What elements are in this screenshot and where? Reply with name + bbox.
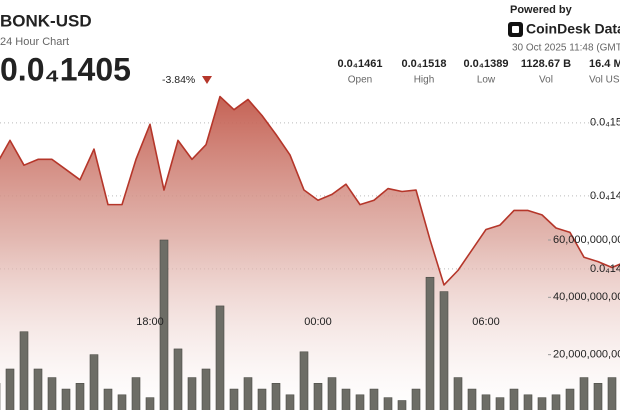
- stat-value: 16.4 M: [589, 58, 620, 70]
- volume-bar: [509, 388, 519, 410]
- timestamp: 30 Oct 2025 11:48 (GMT: [512, 43, 620, 54]
- y-tick-label: 0.0₄145: [590, 190, 620, 202]
- y2-tick-label: 60,000,000,000: [553, 234, 620, 246]
- volume-bar: [355, 394, 365, 410]
- volume-bar: [383, 397, 393, 410]
- volume-bar: [327, 377, 337, 410]
- volume-bar: [495, 397, 505, 410]
- stat-label: Vol: [539, 75, 553, 86]
- volume-bar: [439, 291, 449, 410]
- stat-value: 0.0₄1389: [463, 58, 508, 70]
- volume-bar: [271, 383, 281, 410]
- volume-bar: [145, 397, 155, 410]
- down-arrow: [202, 76, 212, 84]
- volume-bar: [607, 377, 617, 410]
- price-area: [0, 96, 620, 410]
- volume-bar: [285, 394, 295, 410]
- volume-bar: [89, 354, 99, 410]
- volume-bar: [397, 400, 407, 410]
- volume-bar: [523, 394, 533, 410]
- x-tick-label: 06:00: [472, 316, 500, 328]
- chart-title: BONK-USD: [0, 11, 92, 30]
- volume-bar: [117, 394, 127, 410]
- stat-value: 0.0₄1518: [401, 58, 446, 70]
- stat-label: Open: [348, 75, 372, 86]
- volume-bar: [467, 388, 477, 410]
- brand-name: CoinDesk Data: [526, 21, 620, 37]
- stat-value: 1128.67 B: [521, 58, 571, 70]
- volume-bar: [579, 377, 589, 410]
- volume-bar: [215, 305, 225, 410]
- volume-bar: [257, 388, 267, 410]
- current-price: 0.0₄1405: [0, 51, 131, 87]
- volume-bar: [481, 394, 491, 410]
- volume-bar: [341, 388, 351, 410]
- volume-bar: [131, 377, 141, 410]
- volume-bar: [33, 368, 43, 410]
- price-line: [0, 95, 620, 286]
- y2-tick-label: 20,000,000,000: [553, 349, 620, 361]
- volume-bar: [159, 239, 169, 410]
- stat-label: Low: [477, 75, 496, 86]
- volume-bar: [173, 348, 183, 410]
- bar-layer: [0, 239, 617, 410]
- volume-bar: [425, 276, 435, 410]
- y2-tick-label: 40,000,000,000: [553, 291, 620, 303]
- stat-value: 0.0₄1461: [337, 58, 382, 70]
- volume-bar: [5, 368, 15, 410]
- x-tick-label: 00:00: [304, 316, 332, 328]
- volume-bar: [229, 388, 239, 410]
- volume-bar: [537, 397, 547, 410]
- volume-bar: [299, 351, 309, 410]
- volume-bar: [47, 377, 57, 410]
- volume-bar: [103, 388, 113, 410]
- volume-bar: [243, 377, 253, 410]
- volume-bar: [187, 377, 197, 410]
- chart-subtitle: 24 Hour Chart: [0, 36, 69, 48]
- volume-bar: [565, 388, 575, 410]
- volume-bar: [369, 388, 379, 410]
- stat-label: High: [414, 75, 435, 86]
- line-layer: [0, 95, 620, 410]
- volume-bar: [19, 331, 29, 410]
- price-change: -3.84%: [162, 74, 195, 86]
- volume-bar: [453, 377, 463, 410]
- x-tick-label: 18:00: [136, 316, 164, 328]
- powered-by: Powered by: [510, 4, 573, 16]
- volume-bar: [411, 388, 421, 410]
- brand-icon-inner: [512, 26, 519, 33]
- y-tick-label: 0.0₄140: [590, 263, 620, 275]
- volume-bar: [201, 368, 211, 410]
- volume-bar: [551, 394, 561, 410]
- stat-label: Vol USD: [589, 75, 620, 86]
- volume-bar: [313, 383, 323, 410]
- volume-bar: [61, 388, 71, 410]
- volume-bar: [75, 383, 85, 410]
- volume-bar: [593, 383, 603, 410]
